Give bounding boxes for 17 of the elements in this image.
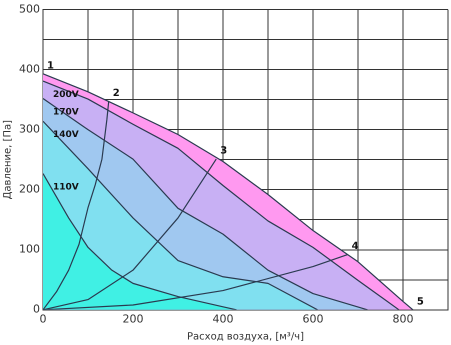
x-tick-label: 200 bbox=[122, 312, 144, 326]
series-label: 200V bbox=[52, 90, 79, 100]
y-tick-label: 0 bbox=[32, 302, 40, 316]
annotation: 5 bbox=[416, 296, 424, 308]
y-tick-label: 200 bbox=[18, 182, 40, 196]
y-tick-label: 500 bbox=[18, 2, 40, 16]
x-tick-label: 400 bbox=[212, 312, 234, 326]
annotation: 1 bbox=[46, 60, 54, 72]
x-tick-label: 600 bbox=[302, 312, 324, 326]
series-label: 110V bbox=[52, 182, 79, 192]
x-tick-label: 800 bbox=[392, 312, 414, 326]
x-axis-title: Расход воздуха, [м³/ч] bbox=[187, 332, 304, 343]
annotation: 2 bbox=[112, 88, 120, 100]
y-axis-title: Давление, [Па] bbox=[2, 120, 14, 200]
y-tick-label: 300 bbox=[18, 122, 40, 136]
y-tick-label: 100 bbox=[18, 242, 40, 256]
y-tick-label: 400 bbox=[18, 62, 40, 76]
